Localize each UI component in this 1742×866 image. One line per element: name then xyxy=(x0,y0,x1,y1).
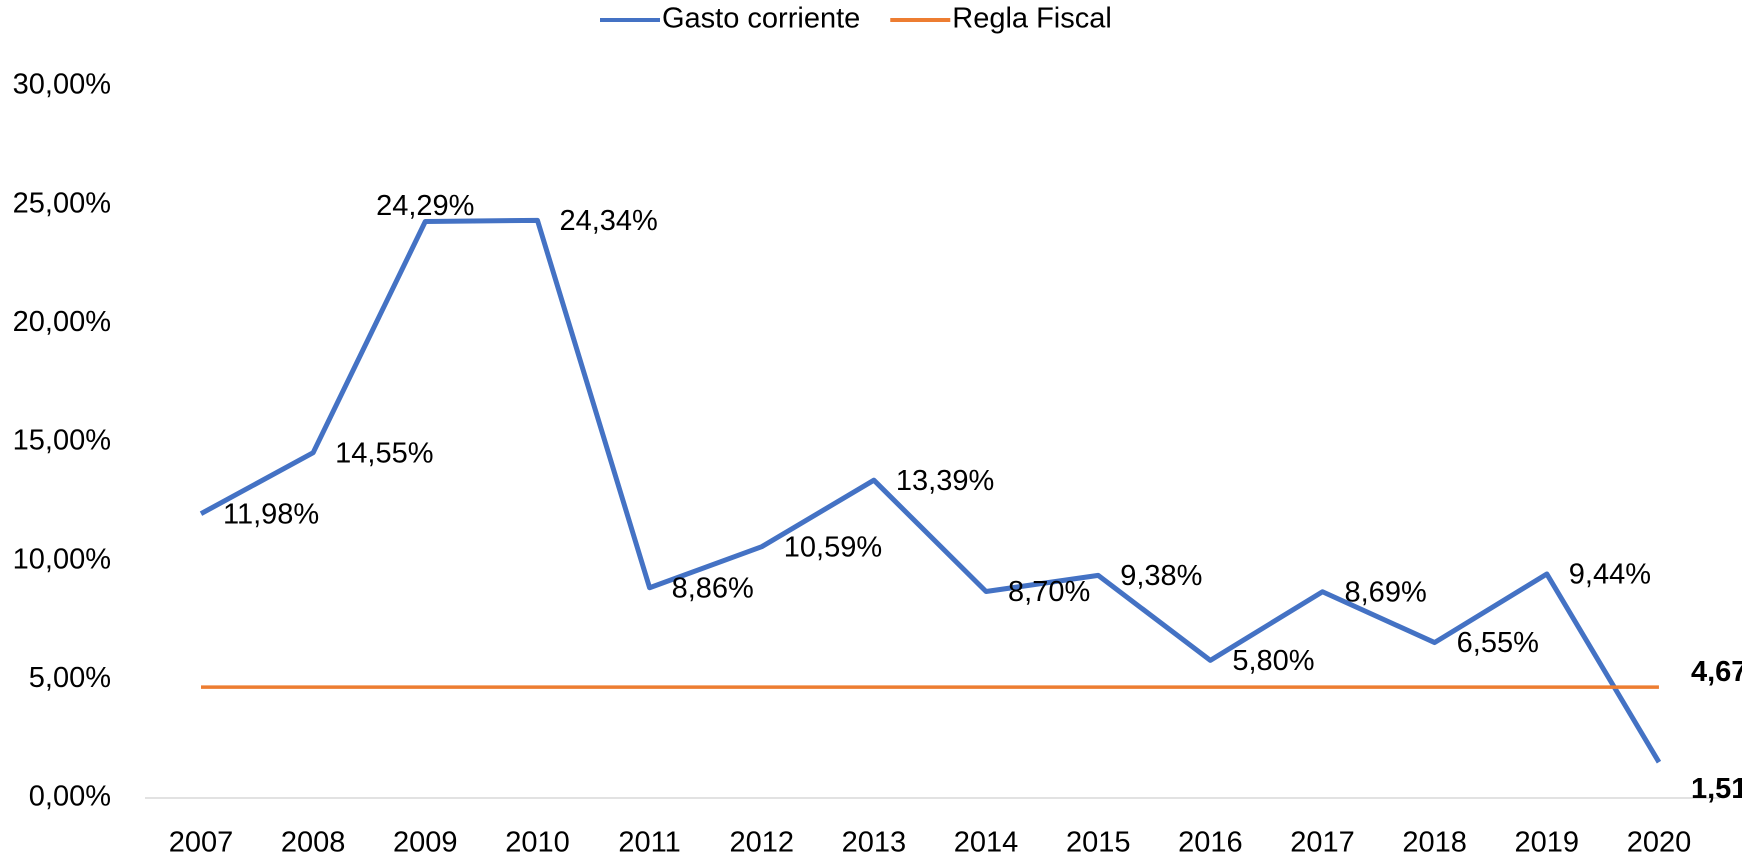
y-tick-label: 25,00% xyxy=(13,187,111,219)
x-tick-label: 2016 xyxy=(1178,827,1243,859)
x-tick-label: 2008 xyxy=(281,827,346,859)
data-label: 6,55% xyxy=(1457,627,1539,659)
data-label: 10,59% xyxy=(784,531,882,563)
x-tick-label: 2013 xyxy=(842,827,907,859)
x-tick-label: 2020 xyxy=(1627,827,1692,859)
x-tick-label: 2009 xyxy=(393,827,458,859)
y-tick-label: 5,00% xyxy=(29,662,111,694)
x-tick-label: 2012 xyxy=(729,827,794,859)
x-tick-label: 2015 xyxy=(1066,827,1131,859)
data-label: 4,67% xyxy=(1691,656,1742,688)
data-label: 14,55% xyxy=(335,437,433,469)
data-label: 13,39% xyxy=(896,465,994,497)
x-tick-label: 2019 xyxy=(1515,827,1580,859)
data-label: 9,38% xyxy=(1120,560,1202,592)
y-tick-label: 30,00% xyxy=(13,69,111,101)
data-label: 24,34% xyxy=(559,205,657,237)
y-tick-label: 15,00% xyxy=(13,425,111,457)
x-tick-label: 2011 xyxy=(618,827,680,859)
y-tick-label: 0,00% xyxy=(29,781,111,813)
x-tick-label: 2014 xyxy=(954,827,1019,859)
y-tick-label: 10,00% xyxy=(13,543,111,575)
x-tick-label: 2010 xyxy=(505,827,570,859)
data-label: 24,29% xyxy=(376,190,474,222)
legend-label: Gasto corriente xyxy=(662,3,860,35)
data-label: 8,70% xyxy=(1008,576,1090,608)
x-tick-label: 2017 xyxy=(1290,827,1355,859)
data-label: 8,86% xyxy=(672,572,754,604)
y-tick-label: 20,00% xyxy=(13,306,111,338)
x-tick-label: 2018 xyxy=(1402,827,1467,859)
data-label: 5,80% xyxy=(1232,645,1314,677)
data-label: 9,44% xyxy=(1569,559,1651,591)
line-series xyxy=(199,217,1662,764)
legend-label: Regla Fiscal xyxy=(952,3,1112,35)
data-label: 8,69% xyxy=(1345,576,1427,608)
data-label: 11,98% xyxy=(223,498,319,530)
data-label: 1,51% xyxy=(1691,773,1742,805)
x-tick-label: 2007 xyxy=(169,827,234,859)
